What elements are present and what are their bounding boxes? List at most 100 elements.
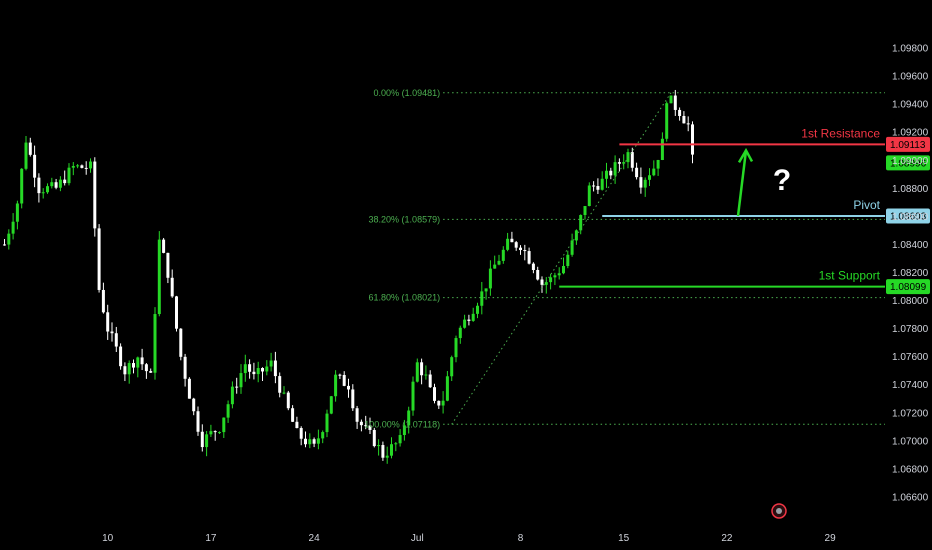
candle-body	[407, 410, 411, 426]
candle-body	[50, 182, 54, 187]
candle-body	[596, 186, 600, 190]
candle-body	[252, 371, 256, 375]
candle-body	[295, 421, 299, 429]
candle-body	[213, 431, 217, 433]
x-tick-label: 8	[518, 533, 524, 544]
candle-body	[605, 170, 608, 179]
candle-body	[230, 386, 234, 405]
candle-body	[286, 392, 290, 409]
y-tick-label: 1.07000	[892, 436, 929, 447]
candle-body	[630, 152, 634, 168]
price-tag-label: 1.08603	[890, 211, 927, 222]
question-mark: ?	[773, 164, 791, 197]
level-name: Pivot	[853, 198, 880, 212]
candle-body	[291, 408, 295, 422]
fibonacci-retracement: 0.00% (1.09481) 38.20% (1.08579) 61.80% (1…	[364, 88, 885, 429]
candle-body	[497, 260, 501, 265]
level-name: 1st Support	[819, 269, 881, 283]
candle-body	[377, 445, 381, 447]
price-tag-label: 1.09113	[890, 140, 926, 151]
y-tick-label: 1.07400	[892, 380, 929, 391]
candle-body	[424, 374, 428, 376]
candle-body	[566, 254, 570, 266]
candle-body	[166, 252, 170, 278]
current-price-tag: 1.08996	[886, 155, 930, 171]
candle-body	[334, 374, 338, 397]
candle-body	[89, 161, 92, 169]
candle-body	[261, 368, 264, 372]
candle-body	[76, 165, 80, 167]
candle-body	[80, 165, 84, 168]
candle-body	[648, 175, 651, 180]
candle-body	[97, 228, 101, 290]
price-axis[interactable]: 1.09800 1.09600 1.09400 1.09200 1.09000 1.088…	[892, 44, 929, 504]
candle-body	[162, 239, 166, 253]
y-tick-label: 1.09600	[892, 72, 929, 83]
y-tick-label: 1.09800	[892, 44, 929, 55]
candle-body	[652, 168, 656, 176]
candle-body	[510, 238, 514, 243]
fib-level-label: 38.20% (1.08579)	[369, 214, 441, 224]
candle-body	[592, 185, 596, 187]
candle-body	[420, 362, 424, 376]
candle-body	[175, 296, 178, 329]
candle-body	[37, 177, 41, 194]
candle-body	[579, 215, 583, 231]
candle-body	[454, 338, 458, 358]
x-tick-label: 22	[721, 533, 733, 544]
candle-body	[114, 333, 118, 347]
candle-body	[364, 425, 368, 427]
candle-body	[179, 328, 183, 357]
price-tag-bg	[886, 155, 930, 171]
candle-body	[321, 432, 325, 439]
y-tick-label: 1.08200	[892, 268, 929, 279]
candle-body	[110, 331, 114, 334]
event-marker	[771, 503, 787, 519]
candle-body	[643, 179, 647, 188]
candle-body	[493, 264, 497, 269]
candle-body	[433, 387, 436, 401]
candle-body	[368, 425, 372, 430]
candle-body	[278, 376, 282, 393]
candle-body	[402, 425, 406, 436]
candle-body	[411, 381, 415, 411]
x-tick-label: 24	[309, 533, 321, 544]
candle-body	[67, 167, 71, 184]
candle-body	[20, 168, 24, 204]
candle-body	[269, 360, 273, 367]
candle-body	[381, 445, 385, 458]
y-tick-label: 1.08600	[892, 212, 929, 223]
candle-body	[682, 115, 686, 124]
candle-body	[639, 177, 643, 188]
candle-body	[84, 167, 88, 169]
y-tick-label: 1.09000	[892, 156, 929, 167]
candle-body	[544, 282, 548, 285]
candle-body	[24, 142, 28, 169]
candle-body	[471, 313, 475, 321]
x-tick-label: Jul	[411, 533, 424, 544]
y-tick-label: 1.08800	[892, 184, 929, 195]
x-tick-label: 17	[205, 533, 217, 544]
candle-body	[149, 371, 153, 373]
candle-body	[325, 413, 329, 433]
candle-body	[587, 185, 591, 207]
candle-body	[583, 206, 587, 216]
candle-body	[308, 439, 312, 445]
time-axis[interactable]: 10 17 24 Jul 8 15 22 29	[102, 533, 836, 544]
candle-body	[11, 221, 15, 234]
fib-level-label: 0.00% (1.09481)	[374, 88, 441, 98]
price-tag-label: 1.08099	[890, 282, 927, 293]
candle-body	[33, 154, 37, 178]
candle-body	[484, 288, 488, 292]
candle-body	[218, 432, 221, 434]
candle-body	[265, 366, 269, 372]
candle-body	[316, 438, 320, 444]
candle-body	[132, 363, 135, 368]
candle-body	[669, 95, 673, 104]
candle-body	[660, 138, 664, 160]
x-tick-label: 15	[618, 533, 630, 544]
candle-body	[209, 431, 213, 435]
candle-body	[390, 444, 393, 456]
candle-body	[450, 357, 454, 377]
